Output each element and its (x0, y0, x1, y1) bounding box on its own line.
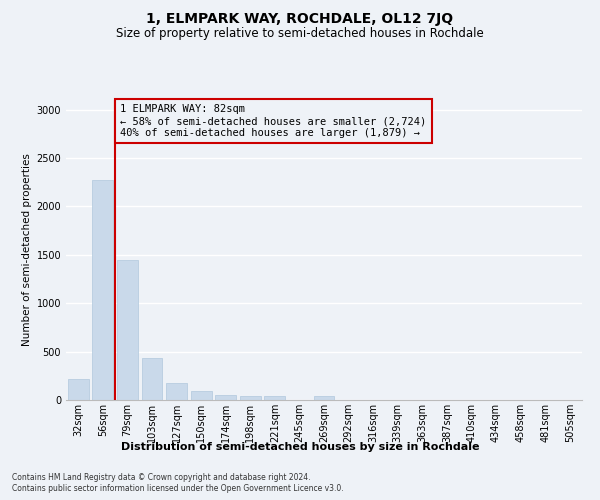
Bar (117, 260, 138, 400)
Bar (191, 391, 212, 400)
Text: Contains HM Land Registry data © Crown copyright and database right 2024.: Contains HM Land Registry data © Crown c… (12, 472, 311, 482)
Bar (166, 383, 187, 400)
Bar (314, 396, 334, 400)
Y-axis label: Number of semi-detached properties: Number of semi-detached properties (22, 154, 32, 346)
Text: Size of property relative to semi-detached houses in Rochdale: Size of property relative to semi-detach… (116, 28, 484, 40)
Bar (240, 396, 261, 400)
Bar (68, 378, 89, 400)
Bar (92, 180, 113, 400)
Bar (265, 396, 286, 400)
Text: Distribution of semi-detached houses by size in Rochdale: Distribution of semi-detached houses by … (121, 442, 479, 452)
Text: 1, ELMPARK WAY, ROCHDALE, OL12 7JQ: 1, ELMPARK WAY, ROCHDALE, OL12 7JQ (146, 12, 454, 26)
Bar (142, 358, 163, 400)
Text: 1 ELMPARK WAY: 82sqm
← 58% of semi-detached houses are smaller (2,724)
40% of se: 1 ELMPARK WAY: 82sqm ← 58% of semi-detac… (120, 104, 427, 138)
Text: Contains public sector information licensed under the Open Government Licence v3: Contains public sector information licen… (12, 484, 344, 493)
Bar (215, 394, 236, 400)
